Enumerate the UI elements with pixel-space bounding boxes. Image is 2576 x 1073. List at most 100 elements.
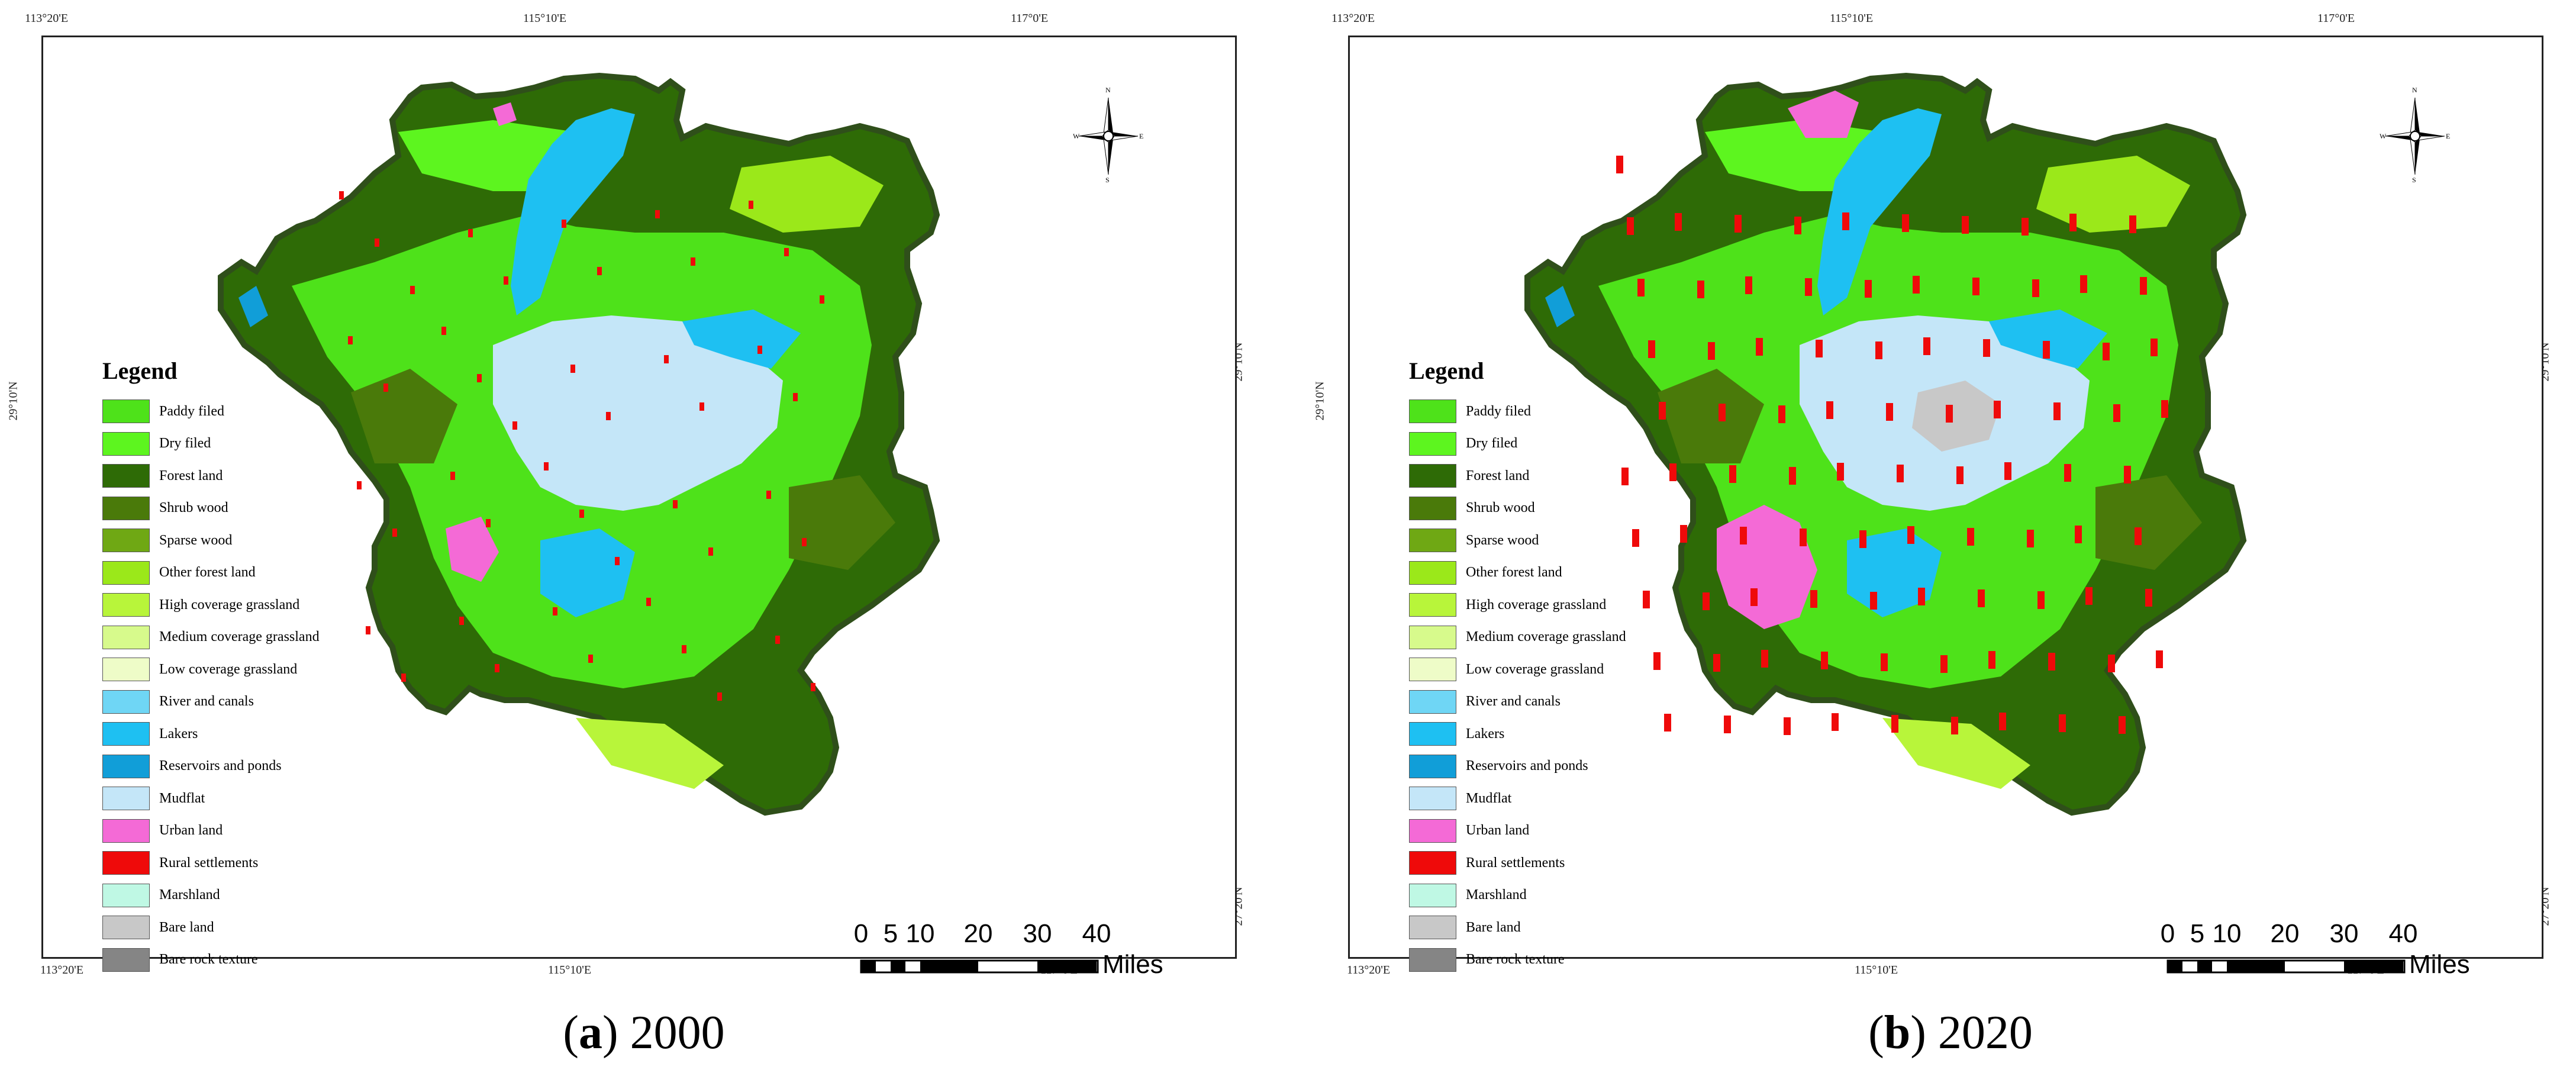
compass-w: W (2380, 132, 2387, 140)
scale-tick: 40 (1082, 919, 1111, 948)
lake-area (1989, 310, 2107, 369)
legend-label: Shrub wood (1466, 500, 1535, 516)
rural-settlement-mark (1745, 276, 1752, 294)
legend-swatch (1409, 948, 1456, 972)
region-shape (218, 72, 940, 816)
scale-tick: 10 (905, 919, 935, 948)
legend-swatch (1409, 916, 1456, 940)
rural-settlement-mark (691, 257, 695, 266)
rural-settlement-mark (1956, 466, 1964, 484)
scale-tick: 0 (853, 919, 869, 948)
rural-settlement-mark (441, 327, 446, 335)
rural-settlement-mark (766, 491, 771, 499)
legend-item: High coverage grassland (102, 589, 434, 621)
rural-settlement-mark (784, 248, 789, 256)
compass-w: W (1073, 132, 1080, 140)
rural-settlement-mark (1750, 588, 1758, 606)
scale-tick: 30 (2329, 919, 2359, 948)
rural-settlement-mark (2161, 400, 2168, 418)
rural-settlement-mark (2037, 591, 2045, 609)
rural-settlement-mark (1724, 716, 1731, 733)
rural-settlement-mark (1962, 216, 1969, 234)
north-arrow-compass: N S W E (1073, 86, 1144, 186)
lat-label-left: 29°10'N (7, 381, 20, 421)
legend-label: River and canals (1466, 694, 1561, 710)
rural-settlement-mark (1800, 529, 1807, 546)
region-shape (1524, 72, 2247, 816)
rural-settlement-mark (2124, 466, 2131, 484)
legend-label: Other forest land (159, 565, 256, 581)
legend-label: High coverage grassland (159, 597, 300, 613)
rural-settlement-mark (1875, 341, 1882, 359)
legend-swatch (1409, 529, 1456, 553)
rural-settlement-mark (588, 655, 593, 663)
legend-label: Low coverage grassland (1466, 661, 1604, 677)
rural-settlement-mark (802, 538, 807, 546)
shrub-wood-area (2095, 475, 2202, 570)
rural-settlement-mark (2075, 526, 2082, 543)
rural-settlement-mark (820, 295, 824, 304)
panel-caption: (b) 2020 (1868, 1007, 2033, 1059)
rural-settlement-mark (401, 674, 406, 682)
rural-settlement-mark (1653, 652, 1661, 670)
rural-settlement-mark (1697, 281, 1704, 298)
legend-label: Paddy filed (1466, 403, 1531, 419)
rural-settlement-mark (1972, 278, 1979, 295)
rural-settlement-mark (1637, 279, 1645, 297)
legend-label: Reservoirs and ponds (159, 758, 282, 774)
compass-e: E (2446, 132, 2451, 140)
legend-item: Lakers (1409, 718, 1740, 750)
legend-swatch (102, 689, 150, 714)
legend-label: Forest land (159, 468, 223, 484)
legend-swatch (102, 754, 150, 778)
rural-settlement-mark (1994, 401, 2001, 418)
rural-settlement-mark (1946, 405, 1953, 423)
legend-item: Shrub wood (102, 492, 434, 525)
rural-settlement-mark (646, 598, 651, 606)
legend-swatch (102, 593, 150, 617)
rural-settlement-mark (1967, 528, 1974, 546)
rural-settlement-mark (606, 412, 611, 420)
legend-title: Legend (102, 357, 178, 384)
legend-swatch (102, 819, 150, 843)
lake-area (511, 108, 635, 315)
lon-label-bottom-2: 115°10'E (548, 964, 592, 977)
lake-area (682, 310, 801, 369)
lat-label-left: 29°10'N (1313, 381, 1327, 421)
legend-label: Bare land (159, 919, 214, 935)
lon-label-top-1: 113°20'E (1331, 12, 1375, 25)
rural-settlement-mark (468, 229, 473, 237)
rural-settlement-mark (1789, 467, 1796, 485)
map-panel-2000: 113°20'E 115°10'E 117°0'E 113°20'E 115°1… (7, 12, 1245, 1059)
rural-settlement-mark (1983, 339, 1990, 357)
legend-title: Legend (1409, 357, 1484, 384)
rural-settlement-mark (459, 617, 464, 625)
legend-item: Lakers (102, 718, 434, 750)
rural-settlement-mark (1664, 714, 1671, 732)
legend-swatch (1409, 399, 1456, 424)
legend-item: Marshland (102, 879, 434, 912)
panel-caption: (a) 2000 (563, 1007, 725, 1059)
lake-area (540, 529, 635, 617)
rural-settlement-mark (2027, 530, 2034, 547)
legend-label: Urban land (159, 823, 223, 839)
compass-rose-icon (1078, 97, 1139, 175)
legend-label: Mudflat (159, 790, 205, 806)
rural-settlement-mark (562, 220, 566, 228)
scale-tick: 40 (2388, 919, 2418, 948)
legend-item: Bare rock texture (1409, 944, 1740, 977)
rural-settlement-mark (615, 557, 620, 565)
scale-tick: 20 (963, 919, 993, 948)
land-use-map (218, 72, 940, 816)
rural-settlement-mark (553, 607, 557, 616)
legend-swatch (102, 464, 150, 488)
rural-settlement-mark (2108, 655, 2115, 672)
rural-settlement-mark (1675, 213, 1682, 231)
rural-settlement-mark (1837, 463, 1844, 481)
legend-swatch (1409, 754, 1456, 778)
rural-settlement-mark (1918, 588, 1925, 605)
legend-item: Bare land (102, 911, 434, 944)
legend-label: Medium coverage grassland (1466, 629, 1626, 645)
legend-item: Forest land (102, 460, 434, 492)
rural-settlement-mark (1816, 340, 1823, 357)
